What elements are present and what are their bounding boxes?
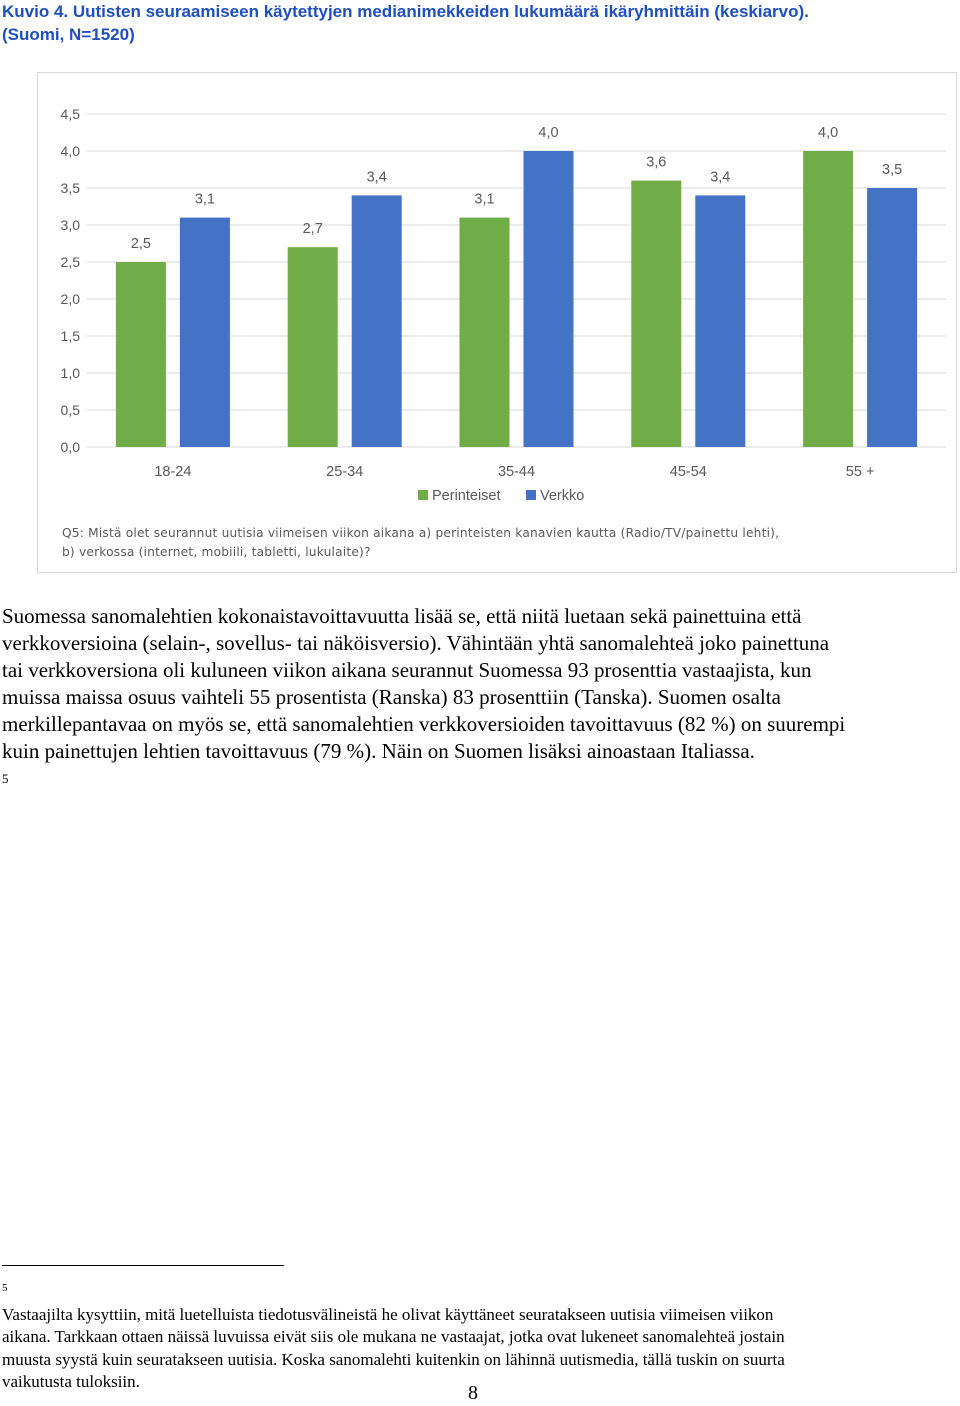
data-label: 2,5 [131,236,151,252]
survey-question-note: Q5: Mistä olet seurannut uutisia viimeis… [62,524,922,562]
data-label: 3,6 [646,155,666,171]
footnote: 5 Vastaajilta kysyttiin, mitä luetelluis… [2,1277,958,1394]
bar [631,180,682,447]
body-line-2: verkkoversioina (selain-, sovellus- tai … [2,631,830,655]
figure-caption-line-2: (Suomi, N=1520) [2,25,135,44]
legend-label: Perinteiset [432,488,501,504]
y-tick-label: 1,5 [61,328,81,344]
bar [115,262,166,447]
bar [287,247,338,447]
body-line-3: tai verkkoversiona oli kuluneen viikon a… [2,658,812,682]
bar [459,217,510,447]
x-tick-label: 55 + [846,464,875,480]
x-tick-label: 18-24 [154,464,191,480]
footnote-reference[interactable]: 5 [2,771,9,786]
bar [351,195,402,447]
footnote-line-4: vaikutusta tuloksiin. [2,1372,140,1391]
legend-label: Verkko [540,488,584,504]
bar [179,217,230,447]
bar [867,188,918,447]
bar [695,195,746,447]
body-line-5: merkillepantavaa on myös se, että sanoma… [2,712,846,736]
footnote-line-3: muusta syystä kuin seuratakseen uutisia.… [2,1349,785,1369]
footnote-divider [2,1265,284,1266]
page-number: 8 [468,1382,478,1404]
data-label: 4,0 [538,125,558,141]
data-label: 3,1 [474,192,494,208]
x-tick-label: 25-34 [326,464,363,480]
y-tick-label: 0,5 [61,402,81,418]
bar [803,151,854,447]
footnote-line-2: aikana. Tarkkaan ottaen näissä luvuissa … [2,1327,785,1346]
y-tick-label: 2,0 [61,291,81,307]
figure-caption-line-1: Kuvio 4. Uutisten seuraamiseen käytettyj… [2,2,809,21]
figure-caption: Kuvio 4. Uutisten seuraamiseen käytettyj… [2,0,952,46]
y-tick-label: 4,5 [61,106,81,122]
body-line-4: muissa maissa osuus vaihteli 55 prosenti… [2,685,781,709]
data-label: 3,4 [710,169,730,185]
footnote-marker: 5 [2,1282,8,1294]
body-line-6: kuin painettujen lehtien tavoittavuus (7… [2,738,958,799]
bar [523,151,574,447]
data-label: 4,0 [818,125,838,141]
legend-swatch [526,490,536,500]
y-tick-label: 0,0 [61,439,81,455]
body-paragraph: Suomessa sanomalehtien kokonaistavoittav… [2,603,958,799]
x-tick-label: 45-54 [670,464,707,480]
note-line-1: Q5: Mistä olet seurannut uutisia viimeis… [62,526,780,540]
data-label: 2,7 [303,221,323,237]
y-tick-label: 1,0 [61,365,81,381]
data-label: 3,4 [367,169,387,185]
data-label: 3,1 [195,192,215,208]
y-tick-label: 2,5 [61,254,81,270]
legend-swatch [418,490,428,500]
note-line-2: b) verkossa (internet, mobiili, tabletti… [62,545,371,559]
data-label: 3,5 [882,162,902,178]
footnote-line-1: 5 Vastaajilta kysyttiin, mitä luetelluis… [2,1277,958,1326]
body-last-line-text: kuin painettujen lehtien tavoittavuus (7… [2,739,755,763]
chart-frame: 0,0 0,5 1,0 1,5 2,0 2,5 3,0 3,5 4,0 4,5 2,5 3,1 18-2… [37,72,957,573]
x-tick-label: 35-44 [498,464,535,480]
y-tick-label: 4,0 [61,143,81,159]
footnote-line-1-text: Vastaajilta kysyttiin, mitä luetelluista… [2,1304,774,1324]
y-tick-label: 3,0 [61,217,81,233]
y-tick-label: 3,5 [61,180,81,196]
body-line-1: Suomessa sanomalehtien kokonaistavoittav… [2,604,802,628]
bar-chart: 0,0 0,5 1,0 1,5 2,0 2,5 3,0 3,5 4,0 4,5 2,5 3,1 18-2… [61,106,946,504]
